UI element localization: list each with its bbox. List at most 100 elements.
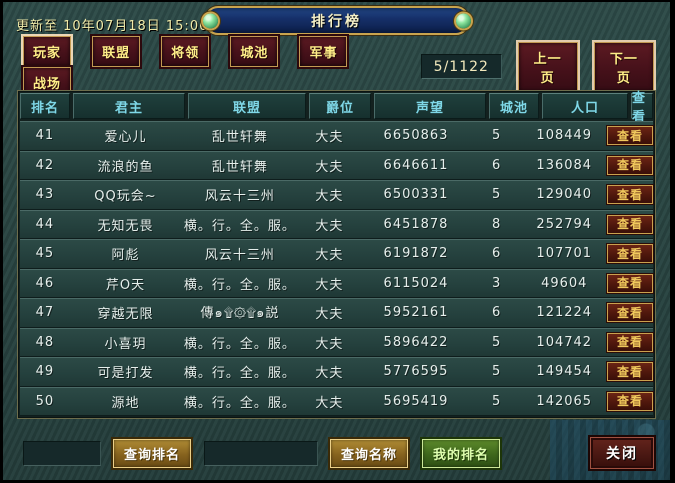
title-banner: 排行榜 xyxy=(202,6,471,35)
title-cell: 大夫 xyxy=(315,130,344,146)
jade-orb-right-icon xyxy=(455,13,471,28)
reputation-cell: 6451878 xyxy=(383,216,449,232)
alliance-cell: 风云十三州 xyxy=(204,248,275,264)
reputation-cell: 6500331 xyxy=(383,187,449,203)
title-cell: 大夫 xyxy=(315,336,344,352)
cities-cell: 5 xyxy=(491,128,502,144)
alliance-cell: 横。行。全。服。 xyxy=(183,366,296,382)
cities-cell: 6 xyxy=(491,157,502,173)
population-cell: 49604 xyxy=(541,275,588,291)
rank-cell: 48 xyxy=(35,334,55,350)
column-header-view: 查看 xyxy=(631,91,653,125)
tab-button-1[interactable]: 联盟 xyxy=(92,35,141,67)
table-header: 排名 君主 联盟 爵位 声望 城池 人口 查看 xyxy=(20,91,653,125)
monarch-cell: 流浪的鱼 xyxy=(97,159,154,175)
title-cell: 大夫 xyxy=(315,248,344,264)
alliance-cell: 横。行。全。服。 xyxy=(183,277,296,293)
page-title: 排行榜 xyxy=(311,13,362,30)
view-button[interactable]: 查看 xyxy=(607,185,654,205)
reputation-cell: 5776595 xyxy=(383,364,449,380)
table-body: 41 爱心儿 乱世轩舞 大夫 6650863 5 108449 查看 42 流浪… xyxy=(20,121,654,416)
prev-page-button[interactable]: 上一页 xyxy=(517,41,578,92)
population-cell: 107701 xyxy=(536,246,593,262)
view-button[interactable]: 查看 xyxy=(607,155,654,175)
alliance-cell: 横。行。全。服。 xyxy=(183,395,296,411)
table-row: 49 可是打发 横。行。全。服。 大夫 5776595 5 149454 查看 xyxy=(20,357,654,387)
my-rank-button[interactable]: 我的排名 xyxy=(422,438,501,468)
column-header-alliance: 联盟 xyxy=(188,93,306,119)
reputation-cell: 6650863 xyxy=(383,128,449,144)
rank-cell: 44 xyxy=(35,216,55,232)
query-rank-button[interactable]: 查询排名 xyxy=(113,438,192,468)
next-page-button[interactable]: 下一页 xyxy=(593,41,654,92)
view-button[interactable]: 查看 xyxy=(607,391,654,411)
monarch-cell: 穿越无限 xyxy=(97,307,154,323)
tab-button-4[interactable]: 军事 xyxy=(299,35,348,67)
column-header-population: 人口 xyxy=(542,93,628,119)
rank-cell: 42 xyxy=(35,157,55,173)
rank-cell: 47 xyxy=(35,305,55,321)
column-header-title: 爵位 xyxy=(309,93,371,119)
table-row: 45 阿彪 风云十三州 大夫 6191872 6 107701 查看 xyxy=(20,239,654,269)
cities-cell: 8 xyxy=(491,216,502,232)
column-header-reputation: 声望 xyxy=(374,93,486,119)
alliance-cell: 乱世轩舞 xyxy=(211,130,268,146)
column-header-monarch: 君主 xyxy=(73,93,185,119)
view-button[interactable]: 查看 xyxy=(607,362,654,382)
population-cell: 252794 xyxy=(536,216,593,232)
title-cell: 大夫 xyxy=(315,218,344,234)
table-row: 41 爱心儿 乱世轩舞 大夫 6650863 5 108449 查看 xyxy=(20,121,654,151)
rank-cell: 49 xyxy=(35,364,55,380)
rank-cell: 45 xyxy=(35,246,55,262)
monarch-cell: 无知无畏 xyxy=(97,218,154,234)
monarch-cell: 爱心儿 xyxy=(104,130,147,146)
monarch-cell: 芹O天 xyxy=(105,277,146,293)
reputation-cell: 5952161 xyxy=(383,305,449,321)
monarch-cell: 可是打发 xyxy=(97,366,154,382)
view-button[interactable]: 查看 xyxy=(607,332,654,352)
reputation-cell: 6191872 xyxy=(383,246,449,262)
footer-bar: 查询排名 查询名称 我的排名 关闭 xyxy=(23,436,654,470)
cities-cell: 5 xyxy=(491,187,502,203)
rank-cell: 41 xyxy=(35,128,55,144)
population-cell: 104742 xyxy=(536,334,593,350)
rank-query-input[interactable] xyxy=(23,440,101,466)
monarch-cell: QQ玩会~ xyxy=(94,189,157,205)
page-indicator: 5/1122 xyxy=(421,54,502,79)
close-button[interactable]: 关闭 xyxy=(590,437,654,469)
jade-orb-left-icon xyxy=(202,13,218,28)
view-button[interactable]: 查看 xyxy=(607,126,654,146)
tab-button-0[interactable]: 玩家 xyxy=(23,35,72,67)
alliance-cell: 横。行。全。服。 xyxy=(183,218,296,234)
view-button[interactable]: 查看 xyxy=(607,273,654,293)
cities-cell: 5 xyxy=(491,393,502,409)
name-query-input[interactable] xyxy=(204,440,319,466)
reputation-cell: 6115024 xyxy=(383,275,449,291)
table-row: 42 流浪的鱼 乱世轩舞 大夫 6646611 6 136084 查看 xyxy=(20,150,654,180)
rank-cell: 50 xyxy=(35,393,55,409)
table-row: 43 QQ玩会~ 风云十三州 大夫 6500331 5 129040 查看 xyxy=(20,180,654,210)
view-button[interactable]: 查看 xyxy=(607,303,654,323)
cities-cell: 5 xyxy=(491,364,502,380)
column-header-rank: 排名 xyxy=(20,93,70,119)
title-cell: 大夫 xyxy=(315,277,344,293)
table-row: 44 无知无畏 横。行。全。服。 大夫 6451878 8 252794 查看 xyxy=(20,209,654,239)
title-cell: 大夫 xyxy=(315,159,344,175)
update-timestamp: 更新至 10年07月18日 15:00 xyxy=(16,19,209,34)
title-cell: 大夫 xyxy=(315,189,344,205)
view-button[interactable]: 查看 xyxy=(607,244,654,264)
tab-button-2[interactable]: 将领 xyxy=(161,35,210,67)
monarch-cell: 小喜玥 xyxy=(104,336,147,352)
population-cell: 108449 xyxy=(536,128,593,144)
title-cell: 大夫 xyxy=(315,366,344,382)
leaderboard-window: 更新至 10年07月18日 15:00 排行榜 玩家 联盟 将领 城池 军事 战… xyxy=(3,2,670,480)
reputation-cell: 6646611 xyxy=(383,157,449,173)
query-name-button[interactable]: 查询名称 xyxy=(330,438,409,468)
population-cell: 136084 xyxy=(536,157,593,173)
tab-button-3[interactable]: 城池 xyxy=(230,35,279,67)
alliance-cell: 横。行。全。服。 xyxy=(183,336,296,352)
cities-cell: 3 xyxy=(491,275,502,291)
rank-cell: 43 xyxy=(35,187,55,203)
alliance-cell: 乱世轩舞 xyxy=(211,159,268,175)
view-button[interactable]: 查看 xyxy=(607,214,654,234)
